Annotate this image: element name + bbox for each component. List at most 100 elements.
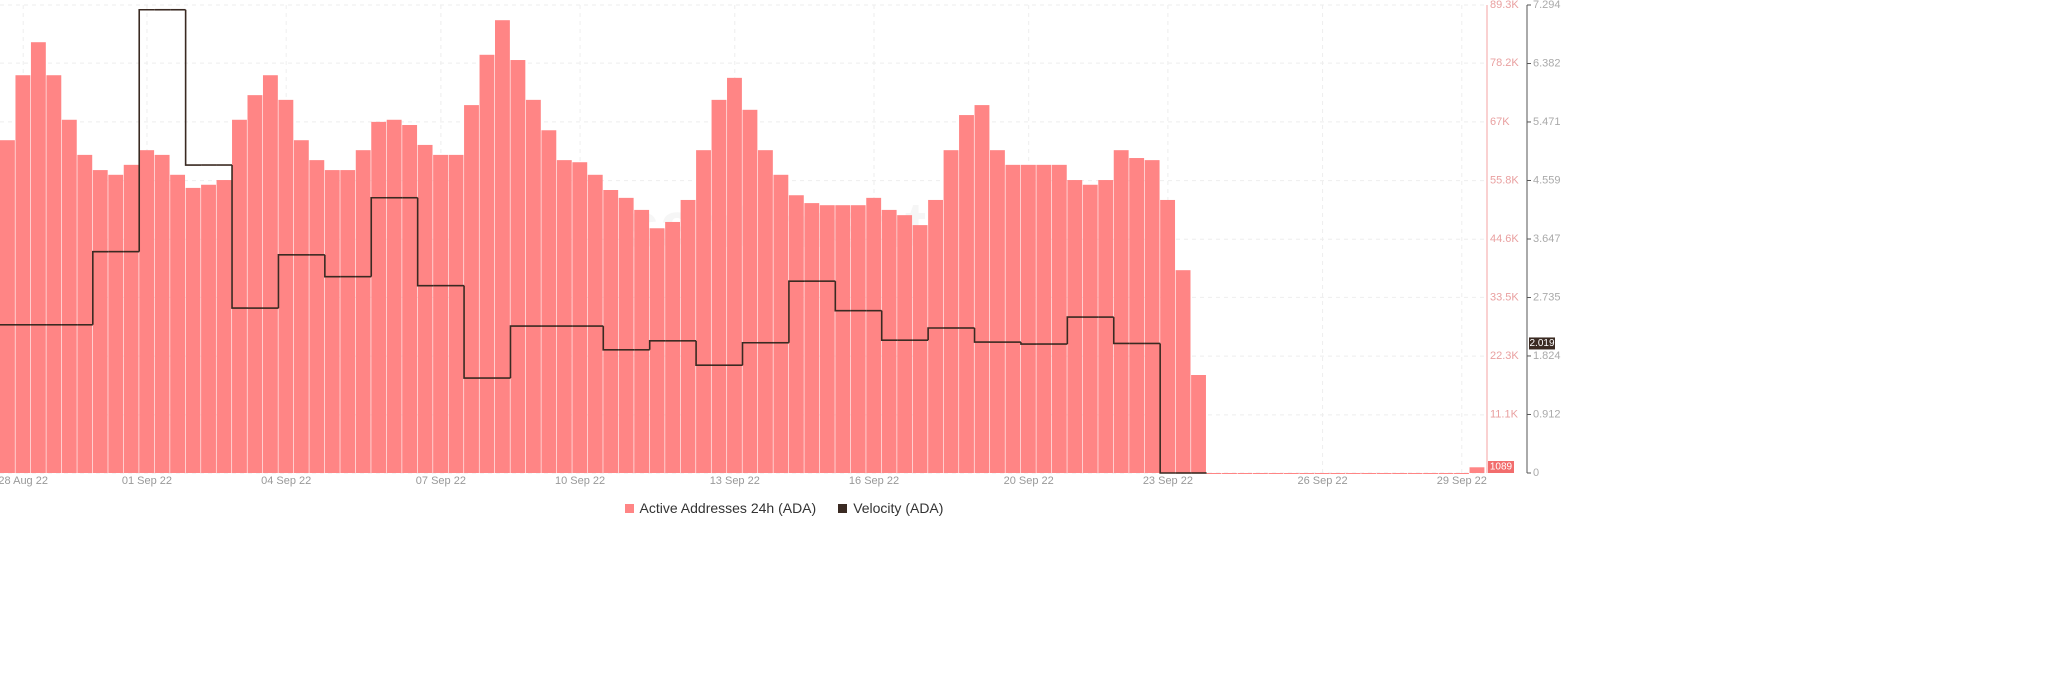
y2-tick-label: 5.471 bbox=[1533, 116, 1561, 128]
bar bbox=[572, 162, 588, 473]
bar bbox=[912, 225, 928, 473]
y2-tick-label: 6.382 bbox=[1533, 57, 1561, 69]
bar bbox=[139, 150, 155, 473]
velocity-step bbox=[509, 325, 526, 379]
x-tick-label: 29 Sep 22 bbox=[1437, 475, 1487, 487]
bar bbox=[324, 170, 340, 473]
bar bbox=[680, 199, 696, 473]
bar bbox=[1067, 180, 1083, 473]
velocity-step bbox=[277, 254, 294, 309]
velocity-step bbox=[324, 254, 341, 278]
bar bbox=[1299, 473, 1315, 474]
bar bbox=[1020, 164, 1036, 473]
bar bbox=[1392, 473, 1408, 474]
value-badge bbox=[1529, 337, 1555, 350]
y2-tick-label: 7.294 bbox=[1533, 0, 1561, 11]
bar bbox=[727, 77, 742, 473]
bar bbox=[773, 174, 789, 474]
x-tick-label: 16 Sep 22 bbox=[849, 475, 899, 487]
bar bbox=[433, 154, 448, 473]
bar bbox=[309, 160, 325, 474]
velocity-step bbox=[927, 327, 944, 341]
velocity-step bbox=[1159, 343, 1176, 474]
x-tick-label: 28 Aug 22 bbox=[0, 475, 48, 487]
bar bbox=[1005, 164, 1021, 473]
legend-swatch bbox=[624, 503, 634, 513]
bar bbox=[1423, 473, 1438, 474]
bar bbox=[696, 150, 711, 473]
y2-tick-label: 0 bbox=[1533, 467, 1539, 479]
velocity-step bbox=[973, 327, 990, 343]
bar bbox=[959, 115, 974, 473]
bar bbox=[479, 54, 495, 474]
velocity-step bbox=[1020, 342, 1037, 345]
bar bbox=[990, 150, 1005, 473]
y-tick-label: 55.8K bbox=[1490, 174, 1519, 186]
bar bbox=[495, 20, 510, 473]
bar bbox=[278, 99, 294, 473]
velocity-step bbox=[138, 8, 155, 252]
bar bbox=[804, 203, 820, 474]
bar bbox=[371, 121, 387, 473]
bar bbox=[835, 205, 851, 473]
bar bbox=[1036, 164, 1052, 473]
bar bbox=[0, 140, 15, 473]
bar bbox=[850, 205, 866, 473]
value-badge bbox=[1488, 461, 1514, 473]
x-tick-label: 13 Sep 22 bbox=[710, 475, 760, 487]
velocity-step bbox=[416, 197, 434, 287]
bar bbox=[1268, 473, 1284, 474]
x-tick-label: 01 Sep 22 bbox=[122, 475, 172, 487]
y2-tick-label: 3.647 bbox=[1533, 233, 1561, 245]
bar bbox=[201, 184, 216, 473]
bar bbox=[448, 154, 464, 473]
bar bbox=[1283, 473, 1299, 474]
bar bbox=[61, 119, 77, 473]
legend: Active Addresses 24h (ADA) Velocity (ADA) bbox=[0, 500, 1568, 516]
velocity-step bbox=[92, 250, 109, 325]
y-tick-label: 33.5K bbox=[1490, 291, 1519, 303]
bar bbox=[1144, 160, 1160, 474]
velocity-step bbox=[602, 326, 619, 351]
y2-tick-label: 2.735 bbox=[1533, 291, 1561, 303]
bar bbox=[1175, 270, 1191, 473]
bar bbox=[881, 209, 897, 474]
value-badge-label: 2.019 bbox=[1529, 338, 1554, 349]
legend-label: Active Addresses 24h (ADA) bbox=[639, 500, 817, 516]
bar bbox=[819, 205, 835, 473]
bar bbox=[1082, 184, 1098, 473]
legend-label: Velocity (ADA) bbox=[853, 500, 944, 516]
x-tick-label: 20 Sep 22 bbox=[1004, 475, 1054, 487]
velocity-step bbox=[370, 196, 387, 277]
bar bbox=[293, 140, 309, 473]
bar bbox=[154, 154, 170, 473]
y-tick-label: 44.6K bbox=[1490, 233, 1519, 245]
x-tick-label: 23 Sep 22 bbox=[1143, 475, 1193, 487]
bar bbox=[247, 95, 263, 473]
bar bbox=[1314, 473, 1330, 474]
bar bbox=[556, 160, 572, 474]
velocity-step bbox=[834, 281, 851, 312]
bar bbox=[1051, 164, 1067, 473]
bar bbox=[634, 209, 650, 474]
y2-tick-label: 1.824 bbox=[1533, 350, 1561, 362]
y-tick-label: 11.1K bbox=[1490, 409, 1519, 421]
y2-tick-label: 4.559 bbox=[1533, 174, 1561, 186]
legend-swatch bbox=[838, 503, 848, 513]
x-tick-label: 10 Sep 22 bbox=[555, 475, 605, 487]
bar bbox=[1330, 473, 1346, 474]
bar bbox=[185, 187, 201, 473]
legend-item[interactable]: Velocity (ADA) bbox=[838, 500, 943, 516]
bar bbox=[1376, 473, 1392, 474]
bar bbox=[525, 99, 541, 473]
y2-tick-label: 0.912 bbox=[1533, 408, 1561, 420]
bar bbox=[232, 119, 247, 473]
velocity-step bbox=[1066, 316, 1083, 345]
bar bbox=[618, 197, 634, 473]
bar bbox=[1345, 473, 1361, 474]
y-tick-label: 89.3K bbox=[1490, 0, 1519, 11]
bar bbox=[417, 144, 433, 473]
legend-item[interactable]: Active Addresses 24h (ADA) bbox=[624, 500, 817, 516]
bar bbox=[1113, 150, 1129, 473]
